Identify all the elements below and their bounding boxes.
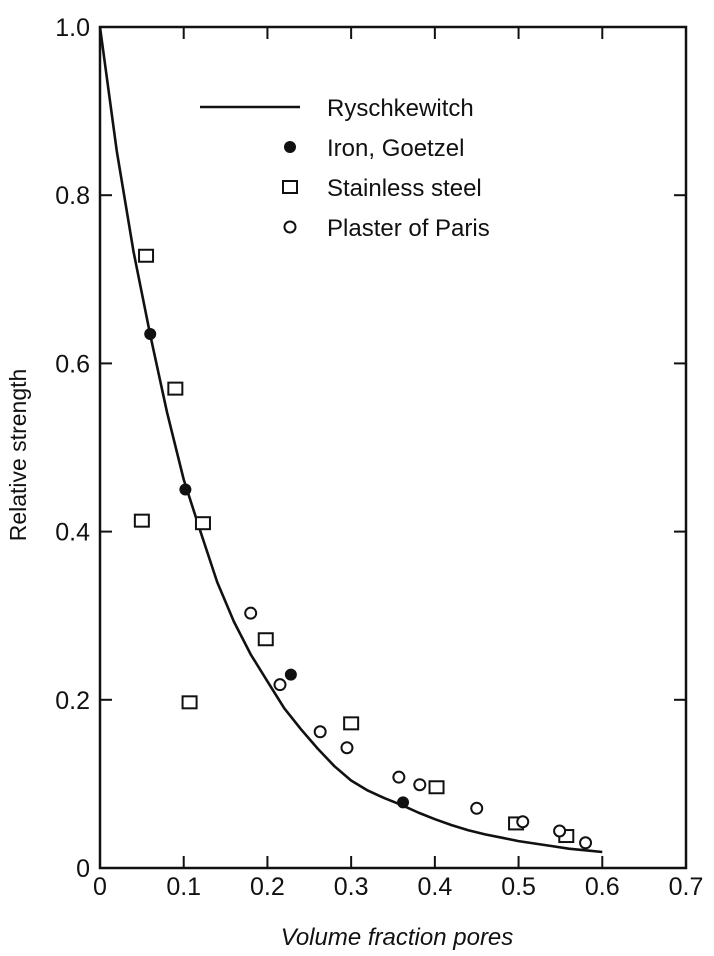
data-point-plaster-of-paris: [413, 778, 427, 792]
data-point-iron-goetzel: [144, 327, 157, 340]
legend: Ryschkewitch Iron, Goetzel Stainless steel…: [200, 95, 490, 242]
legend-swatch-iron-goetzel: [284, 141, 296, 153]
x-tick-label: 0: [93, 873, 107, 901]
x-tick-label: 0.1: [166, 873, 201, 901]
data-point-stainless-steel: [181, 695, 198, 710]
legend-swatch-plaster-of-paris: [283, 220, 297, 234]
data-point-iron-goetzel: [397, 796, 410, 809]
data-point-plaster-of-paris: [516, 815, 530, 829]
data-point-plaster-of-paris: [579, 836, 593, 850]
x-axis-title: Volume fraction pores: [281, 924, 514, 951]
data-point-plaster-of-paris: [273, 678, 287, 692]
data-point-stainless-steel: [343, 716, 360, 731]
y-tick-label: 0.8: [55, 182, 90, 210]
data-point-plaster-of-paris: [313, 725, 327, 739]
x-tick-label: 0.7: [669, 873, 704, 901]
y-tick-label: 0.6: [55, 350, 90, 378]
axes-frame: [98, 25, 688, 870]
data-point-plaster-of-paris: [470, 801, 484, 815]
data-point-plaster-of-paris: [340, 741, 354, 755]
data-point-stainless-steel: [194, 516, 211, 531]
series-layer: [98, 26, 603, 854]
x-tick-label: 0.4: [417, 873, 452, 901]
data-point-stainless-steel: [133, 513, 150, 528]
data-point-stainless-steel: [257, 632, 274, 647]
legend-label-ryschkewitch: Ryschkewitch: [327, 95, 474, 122]
legend-label-iron-goetzel: Iron, Goetzel: [327, 135, 464, 162]
data-point-iron-goetzel: [284, 668, 297, 681]
y-tick-label: 0.4: [55, 519, 90, 547]
data-point-plaster-of-paris: [392, 770, 406, 784]
legend-swatch-stainless-steel: [282, 180, 298, 194]
legend-label-stainless-steel: Stainless steel: [327, 175, 482, 202]
x-tick-label: 0.6: [585, 873, 620, 901]
data-point-plaster-of-paris: [244, 606, 258, 620]
x-tick-label: 0.2: [250, 873, 285, 901]
x-tick-label: 0.5: [501, 873, 536, 901]
data-point-plaster-of-paris: [553, 824, 567, 838]
data-point-stainless-steel: [428, 780, 445, 795]
x-tick-label: 0.3: [334, 873, 369, 901]
y-tick-label: 0: [76, 855, 90, 883]
data-point-stainless-steel: [167, 381, 184, 396]
y-tick-label: 0.2: [55, 687, 90, 715]
y-axis-title: Relative strength: [5, 369, 31, 542]
y-tick-label: 1.0: [55, 14, 90, 42]
ticks: 0 0.1 0.2 0.3 0.4 0.5 0.6 0.7 0 0.2 0.4 0.6 0.8 1.0: [55, 14, 703, 901]
data-point-stainless-steel: [138, 248, 155, 263]
plot-frame: [98, 25, 688, 870]
legend-label-plaster-of-paris: Plaster of Paris: [327, 215, 490, 242]
data-point-iron-goetzel: [179, 483, 192, 496]
series-line-ryschkewitch: [98, 26, 603, 854]
